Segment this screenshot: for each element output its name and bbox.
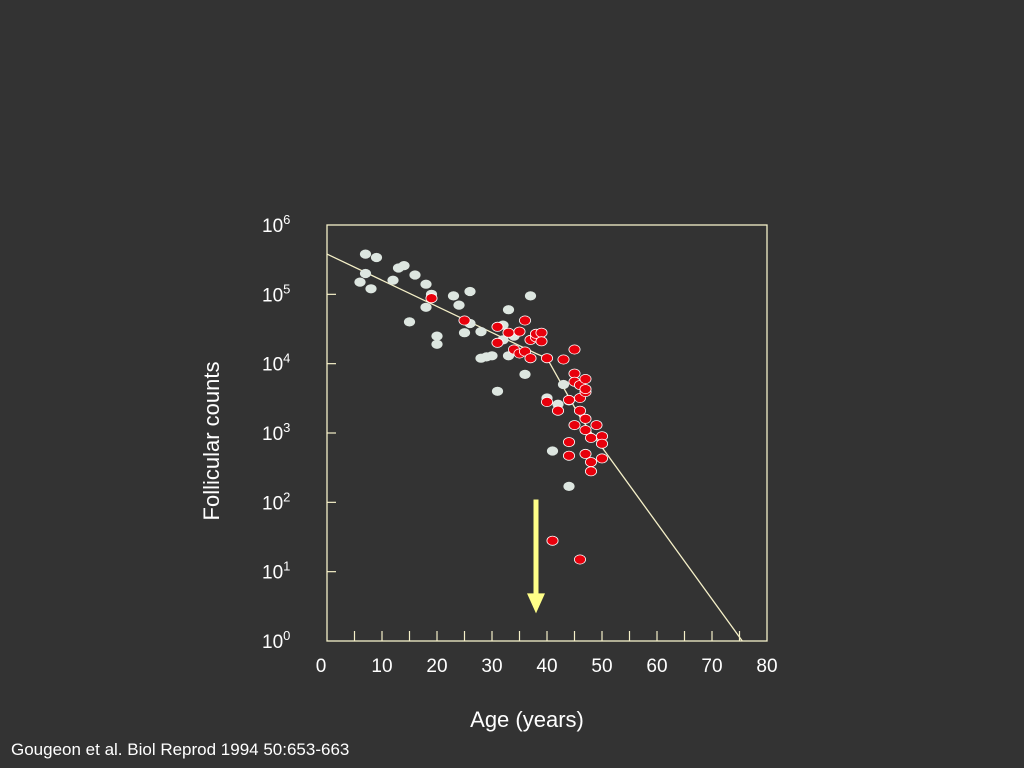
x-tick-label: 30	[481, 656, 502, 677]
data-point-red	[579, 413, 592, 424]
data-point-white	[370, 252, 383, 263]
data-point-red	[579, 448, 592, 459]
arrow-head	[527, 593, 545, 614]
data-point-red	[563, 450, 576, 461]
data-point-red	[491, 337, 504, 348]
data-point-red	[579, 373, 592, 384]
x-tick-label: 10	[371, 656, 392, 677]
data-point-red	[585, 466, 598, 477]
data-point-red	[596, 438, 609, 449]
data-point-white	[475, 327, 487, 337]
data-point-white	[409, 270, 421, 280]
data-point-white	[447, 291, 460, 301]
data-point-white	[524, 291, 537, 301]
plot-border	[326, 224, 768, 642]
data-point-red	[585, 432, 598, 443]
data-point-white	[464, 286, 476, 297]
data-point-white	[453, 300, 465, 310]
data-point-red	[541, 396, 554, 407]
data-point-red	[563, 394, 576, 405]
x-tick-label: 60	[646, 656, 667, 677]
data-point-red	[574, 554, 587, 565]
data-point-red	[579, 384, 592, 395]
data-point-red	[535, 336, 548, 347]
data-point-white	[431, 339, 443, 349]
data-point-red	[596, 453, 609, 464]
y-tick-label: 105	[262, 281, 290, 306]
data-point-white	[502, 305, 515, 315]
y-tick-label: 102	[262, 489, 290, 514]
x-tick-label: 0	[316, 656, 327, 677]
data-point-white	[563, 481, 575, 491]
x-tick-label: 80	[756, 656, 777, 677]
data-point-white	[403, 317, 416, 327]
x-tick-label: 20	[426, 656, 447, 677]
data-point-white	[365, 284, 377, 294]
data-point-red	[563, 437, 576, 448]
data-point-white	[359, 268, 372, 279]
data-point-white	[420, 279, 432, 289]
y-axis-ticks: 100 101 102 103 104 105 106	[262, 212, 336, 653]
y-tick-label: 103	[262, 420, 290, 445]
data-point-white	[458, 328, 471, 338]
data-point-red	[585, 457, 598, 468]
data-point-red	[579, 425, 592, 436]
data-point-white	[420, 302, 432, 312]
data-point-white	[431, 331, 443, 341]
y-tick-label: 100	[262, 628, 290, 653]
data-point-red	[524, 353, 537, 364]
data-point-red	[557, 354, 570, 365]
data-point-red	[574, 405, 587, 416]
data-point-red	[519, 315, 532, 326]
data-point-red	[552, 405, 565, 416]
data-point-white	[398, 261, 410, 271]
data-point-red	[491, 321, 504, 332]
data-point-white	[557, 379, 570, 390]
x-tick-label: 50	[591, 656, 612, 677]
y-axis-title: Follicular counts	[199, 362, 224, 521]
data-point-white	[359, 249, 372, 259]
data-point-white	[491, 386, 504, 396]
x-axis-ticks: 0 10 20 30 40 50 60 70 80	[316, 631, 778, 677]
citation: Gougeon et al. Biol Reprod 1994 50:653-6…	[11, 740, 350, 759]
data-point-white	[519, 369, 531, 379]
y-tick-label: 101	[262, 559, 290, 584]
data-point-red	[568, 420, 581, 431]
data-point-red	[502, 327, 515, 338]
data-point-red	[458, 315, 471, 326]
x-tick-label: 40	[536, 656, 557, 677]
data-point-red	[425, 293, 438, 304]
data-point-white	[387, 275, 399, 285]
y-tick-label: 104	[262, 351, 290, 376]
data-point-red	[541, 353, 554, 364]
data-point-red	[535, 327, 548, 338]
down-arrow-group	[527, 499, 545, 614]
data-point-red	[568, 344, 581, 355]
y-tick-label: 106	[262, 212, 290, 237]
plot-frame	[326, 224, 768, 642]
x-tick-label: 70	[701, 656, 722, 677]
data-point-white	[354, 277, 366, 287]
data-point-white	[486, 351, 498, 361]
data-point-red	[513, 326, 526, 337]
data-point-red	[590, 420, 603, 431]
x-axis-title: Age (years)	[470, 707, 584, 732]
data-points	[354, 249, 609, 565]
data-point-white	[546, 446, 559, 456]
data-point-red	[546, 535, 559, 546]
